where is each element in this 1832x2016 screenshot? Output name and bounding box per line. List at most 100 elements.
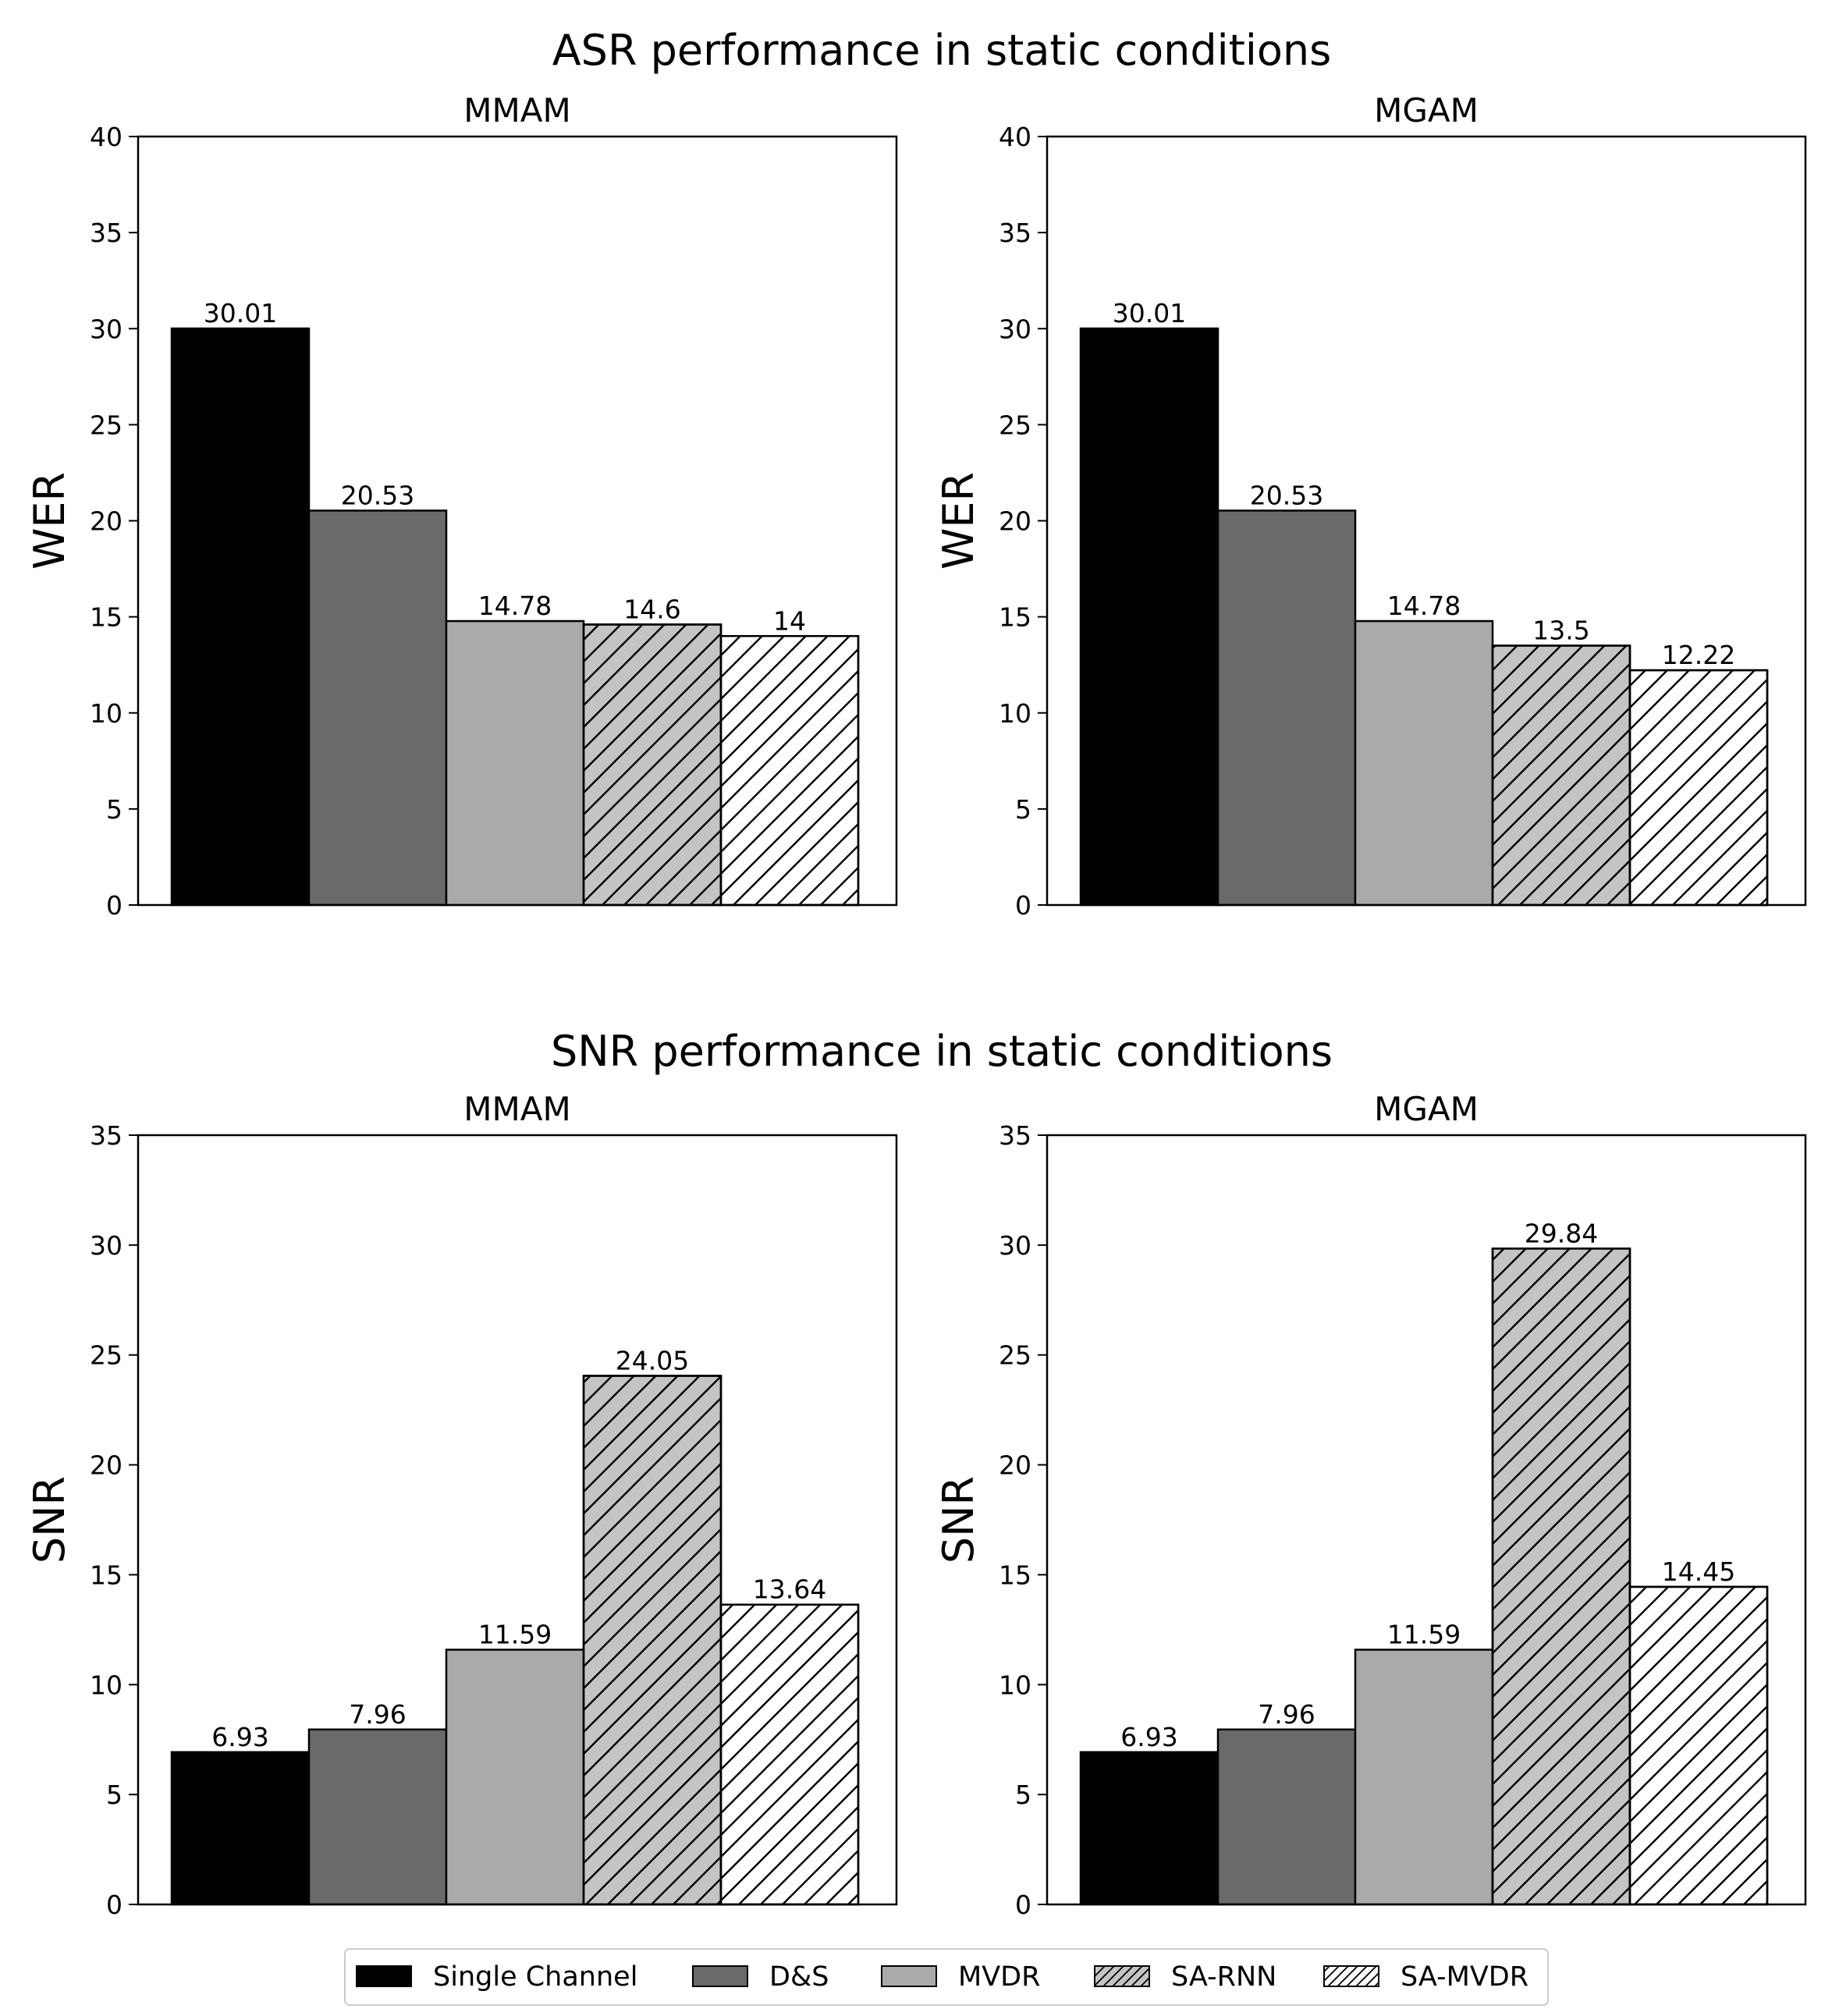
bar-mvdr	[1354, 619, 1494, 907]
bar-value-label: 20.53	[341, 480, 414, 510]
bar-d-s	[1216, 509, 1357, 907]
bar-mvdr	[445, 619, 585, 907]
y-tick-label: 0	[1015, 890, 1031, 921]
bar-d-s	[1216, 1728, 1357, 1906]
y-tick-label: 35	[999, 218, 1031, 248]
bar-value-label: 30.01	[204, 298, 277, 328]
subplot-title: MMAM	[463, 91, 570, 130]
bar-hatch	[1491, 644, 1631, 907]
bar-single-channel	[170, 1751, 311, 1906]
axes-frame	[1046, 135, 1807, 907]
charts-area: MMAM WER 0 5 10 15 20 25 30 35 40 30.01 20.53 14.78 14…	[25, 91, 1807, 1920]
y-axis-label: WER	[934, 472, 983, 570]
bar-d-s	[307, 1728, 448, 1906]
subplot-title: MGAM	[1374, 91, 1479, 130]
legend-label: MVDR	[958, 1961, 1040, 1993]
chart-1: MGAM WER 0 5 10 15 20 25 30 35 40 30.01 20.53 14.78 13…	[934, 91, 1807, 921]
y-tick-label: 5	[1015, 1780, 1031, 1810]
bar-value-label: 14.78	[1387, 591, 1461, 621]
subplot-title: MGAM	[1374, 1090, 1479, 1128]
y-axis-label: SNR	[934, 1476, 983, 1563]
chart-3: MGAM SNR 0 5 10 15 20 25 30 35 6.93 7.96 11.59 29.84 1…	[934, 1090, 1807, 1920]
bar-value-label: 14.45	[1662, 1556, 1735, 1587]
y-tick-label: 40	[999, 122, 1031, 152]
y-axis-label: SNR	[25, 1476, 74, 1563]
row-title-asr: ASR performance in static conditions	[552, 26, 1332, 75]
bar-single-channel	[1079, 327, 1220, 907]
bar-single-channel	[1079, 1751, 1220, 1906]
y-tick-label: 0	[1015, 1890, 1031, 1920]
legend-swatch	[881, 1965, 937, 1987]
axes-frame	[137, 135, 898, 907]
y-tick-label: 10	[999, 1670, 1031, 1700]
y-tick-label: 30	[999, 314, 1031, 344]
y-tick-label: 15	[999, 602, 1031, 633]
bar-hatch	[582, 1375, 723, 1906]
bar-value-label: 11.59	[1387, 1619, 1461, 1649]
bar-hatch	[1628, 669, 1769, 907]
legend-swatch	[692, 1965, 748, 1987]
y-tick-label: 20	[999, 1450, 1031, 1481]
y-tick-label: 5	[106, 1780, 122, 1810]
bar-single-channel	[170, 327, 311, 907]
bar-hatch	[1628, 1585, 1769, 1906]
y-tick-label: 40	[90, 122, 122, 152]
legend-swatch	[356, 1965, 412, 1987]
y-tick-label: 25	[90, 410, 122, 440]
axes-frame	[1046, 1134, 1807, 1906]
subplot-title: MMAM	[463, 1090, 570, 1128]
bar-value-label: 7.96	[349, 1699, 406, 1730]
bar-value-label: 14.78	[478, 591, 552, 621]
y-tick-label: 10	[90, 1670, 122, 1700]
bar-value-label: 13.64	[753, 1574, 826, 1605]
y-tick-label: 25	[999, 1340, 1031, 1371]
y-tick-label: 35	[90, 218, 122, 248]
y-tick-label: 20	[90, 1450, 122, 1481]
bar-value-label: 6.93	[211, 1722, 268, 1752]
y-tick-label: 20	[999, 506, 1031, 537]
y-tick-label: 25	[90, 1340, 122, 1371]
bar-value-label: 30.01	[1113, 298, 1186, 328]
axes-frame	[137, 1134, 898, 1906]
y-tick-label: 5	[106, 794, 122, 825]
y-tick-label: 0	[106, 890, 122, 921]
bar-hatch	[719, 1603, 860, 1906]
chart-0: MMAM WER 0 5 10 15 20 25 30 35 40 30.01 20.53 14.78 14…	[25, 91, 898, 921]
bar-hatch	[582, 623, 723, 907]
bar-value-label: 14.6	[623, 594, 680, 624]
y-tick-label: 25	[999, 410, 1031, 440]
y-tick-label: 30	[999, 1230, 1031, 1261]
legend-swatch-hatch	[1094, 1965, 1150, 1987]
y-tick-label: 5	[1015, 794, 1031, 825]
bar-value-label: 6.93	[1120, 1722, 1177, 1752]
y-tick-label: 20	[90, 506, 122, 537]
bar-value-label: 20.53	[1250, 480, 1323, 510]
bar-value-label: 12.22	[1662, 640, 1735, 670]
bar-mvdr	[445, 1649, 585, 1906]
chart-2: MMAM SNR 0 5 10 15 20 25 30 35 6.93 7.96 11.59 24.05 1…	[25, 1090, 898, 1920]
bar-d-s	[307, 509, 448, 907]
y-axis-label: WER	[25, 472, 74, 570]
bar-value-label: 14	[773, 605, 806, 636]
bar-value-label: 7.96	[1258, 1699, 1315, 1730]
y-tick-label: 15	[90, 602, 122, 633]
legend-label: SA-MVDR	[1401, 1961, 1528, 1993]
y-tick-label: 15	[999, 1560, 1031, 1590]
y-tick-label: 0	[106, 1890, 122, 1920]
y-tick-label: 35	[90, 1120, 122, 1151]
legend-label: D&S	[769, 1961, 829, 1993]
bar-value-label: 11.59	[478, 1619, 552, 1649]
y-tick-label: 30	[90, 1230, 122, 1261]
bar-hatch	[1491, 1248, 1631, 1906]
bar-mvdr	[1354, 1649, 1494, 1906]
legend: Single Channel D&S MVDR SA-RNN SA-MVDR	[344, 1948, 1549, 2006]
bar-hatch	[719, 635, 860, 907]
row-title-snr: SNR performance in static conditions	[551, 1027, 1333, 1076]
y-tick-label: 35	[999, 1120, 1031, 1151]
legend-frame	[344, 1948, 1549, 2006]
y-tick-label: 15	[90, 1560, 122, 1590]
y-tick-label: 30	[90, 314, 122, 344]
bar-value-label: 13.5	[1532, 616, 1589, 646]
bar-value-label: 29.84	[1525, 1218, 1598, 1248]
